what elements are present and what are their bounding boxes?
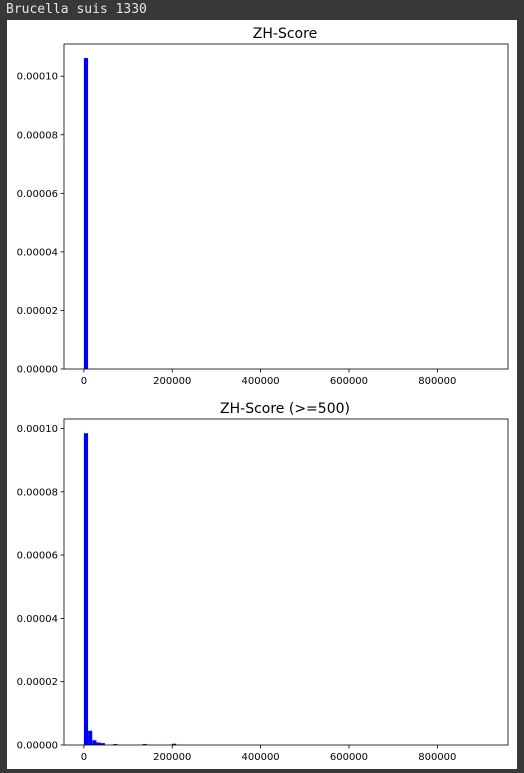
x-tick-label: 400000 [242,752,280,763]
histogram-bar [100,743,105,745]
x-axis: 0 200000 400000 600000 800000 [81,745,456,763]
x-tick-label: 200000 [153,752,191,763]
histogram-chart-zh-score: ZH-Score 0.000000.000020.000040.000060.0… [17,26,509,387]
y-tick-label: 0.00006 [17,551,58,562]
histogram-bar [83,58,89,370]
x-tick-label: 200000 [153,376,191,387]
histogram-bar [113,744,118,745]
y-tick-label: 0.00004 [17,247,58,258]
y-tick-label: 0.00002 [17,306,58,317]
y-tick-label: 0.00006 [17,189,58,200]
histogram-bar [83,433,89,745]
figure: ZH-Score 0.00000 0.00002 0.00004 0.00006 0.0… [7,20,517,769]
y-tick-label: 0.00000 [17,741,58,752]
y-axis: 0.00000 0.00002 0.00004 0.00006 0.00008 0.000… [17,72,64,376]
x-tick-label: 800000 [418,376,456,387]
y-tick-label: 0.00002 [17,677,58,688]
bars [83,58,89,370]
histogram-bar [88,730,93,745]
y-tick-label: 0.00004 [17,614,58,625]
y-axis: 0.00000 0.00002 0.00004 0.00006 0.00008 0.000… [17,424,64,752]
cell-output-label: Brucella suis 1330 [6,2,147,17]
bars [83,433,177,745]
chart-title: ZH-Score [253,26,317,42]
histogram-bar [96,742,101,745]
y-tick-label: 0.00010 [17,72,58,83]
axes-frame [63,43,509,370]
axes-frame [63,418,509,746]
x-axis: 0 200000 400000 600000 800000 [81,369,456,387]
histogram-bar [142,744,147,745]
y-tick-label: 0.00008 [17,487,58,498]
x-tick-label: 400000 [242,376,280,387]
x-tick-label: 600000 [330,752,368,763]
y-tick-label: 0.00000 [17,365,58,376]
histogram-bar [92,740,97,745]
x-tick-label: 0 [81,752,87,763]
y-tick-label: 0.00010 [17,424,58,435]
chart-title: ZH-Score (>=500) [220,401,350,417]
y-tick-label: 0.00008 [17,130,58,141]
x-tick-label: 600000 [330,376,368,387]
histogram-bar [172,743,177,745]
histogram-chart-zh-score-over-500: ZH-Score (>=500) 0.000000.000020.000040.… [17,401,509,763]
x-tick-label: 0 [81,376,87,387]
x-tick-label: 800000 [418,752,456,763]
